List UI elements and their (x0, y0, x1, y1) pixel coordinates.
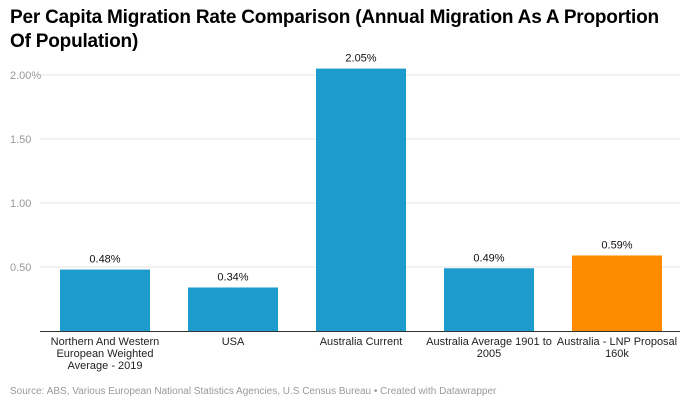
y-tick-label: 1.50 (10, 134, 31, 146)
category-label: Australia Average 1901 to 2005 (426, 336, 552, 360)
category-label: Australia - LNP Proposal 160k (557, 336, 677, 360)
source-footer: Source: ABS, Various European National S… (10, 386, 497, 397)
data-label: 0.59% (601, 239, 632, 251)
data-label: 2.05% (345, 53, 376, 65)
bars (60, 68, 662, 331)
chart-title: Per Capita Migration Rate Comparison (An… (10, 7, 659, 52)
category-label: USA (222, 336, 245, 348)
y-tick-label: 2.00% (10, 70, 41, 82)
data-label: 0.48% (89, 254, 120, 266)
bar[interactable] (316, 68, 406, 331)
category-label: Australia Current (320, 336, 403, 348)
data-label: 0.49% (473, 252, 504, 264)
y-tick-label: 0.50 (10, 262, 31, 274)
data-label: 0.34% (217, 271, 248, 283)
data-labels: 0.48% 0.34% 2.05% 0.49% 0.59% (89, 53, 632, 284)
bar[interactable] (188, 287, 278, 331)
category-label: Northern And Western European Weighted Ave… (51, 336, 160, 372)
bar[interactable] (572, 255, 662, 331)
y-tick-label: 1.00 (10, 198, 31, 210)
category-labels: Northern And Western European Weighted Ave… (51, 336, 677, 372)
y-tick-labels: 0.50 1.00 1.50 2.00% (10, 70, 41, 274)
bar[interactable] (444, 268, 534, 331)
bar[interactable] (60, 269, 150, 331)
